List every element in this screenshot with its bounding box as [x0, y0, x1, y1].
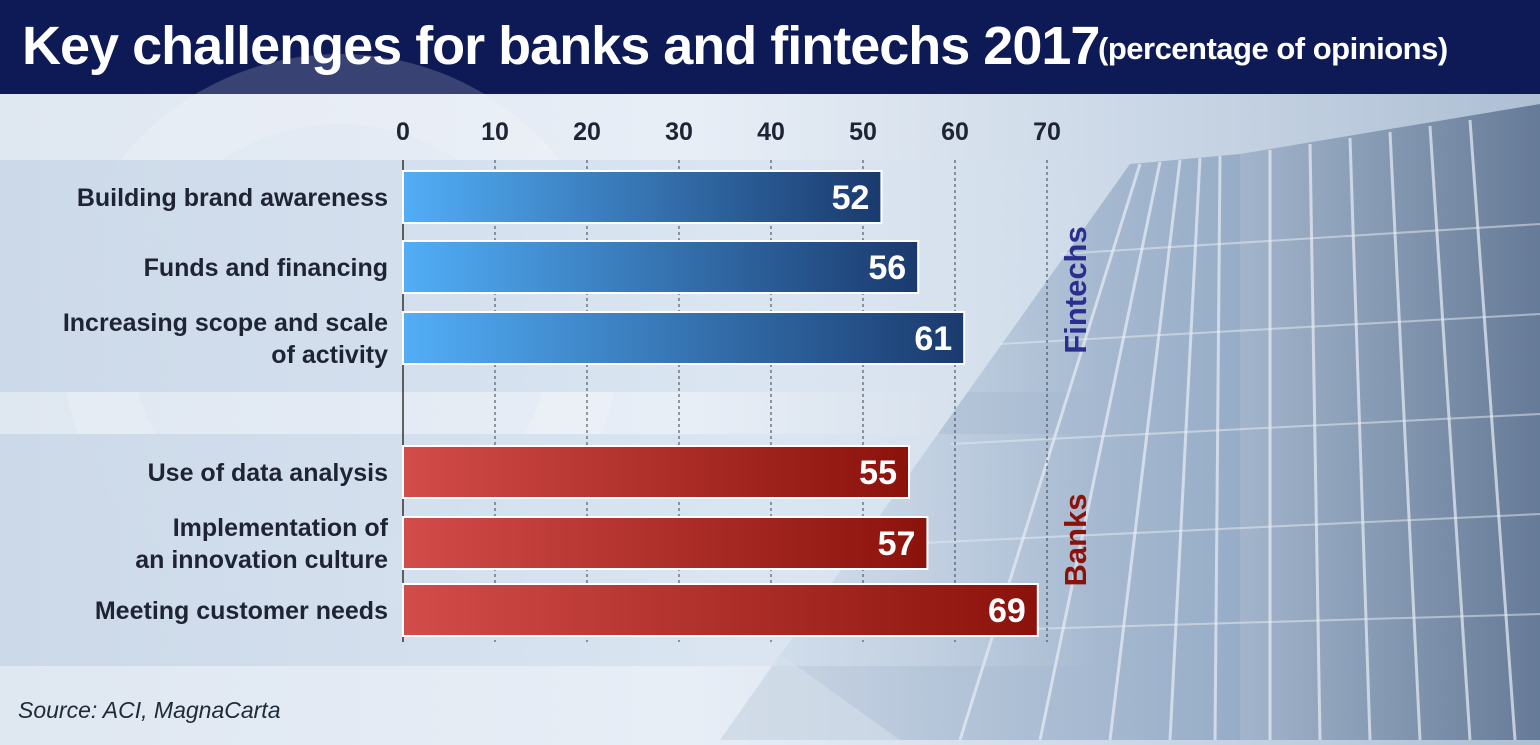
- bar-fintechs-1: [402, 170, 883, 224]
- x-axis-ticks: 0 10 20 30 40 50 60 70: [396, 118, 1061, 146]
- bar-value-label: 55: [859, 454, 897, 492]
- bar-value-label: 69: [988, 592, 1026, 630]
- source-note: Source: ACI, MagnaCarta: [18, 697, 281, 723]
- bar-fintechs-3: [402, 311, 966, 365]
- category-label: of activity: [271, 341, 388, 369]
- x-tick-label: 20: [573, 118, 601, 146]
- category-labels: Building brand awareness Funds and financ…: [63, 184, 389, 625]
- category-label: Implementation of: [173, 514, 389, 542]
- group-labels: Fintechs Banks: [1058, 226, 1093, 586]
- category-label: Building brand awareness: [77, 184, 388, 212]
- x-tick-label: 70: [1033, 118, 1061, 146]
- bar-banks-3: [402, 583, 1039, 637]
- bar-value-label: 56: [868, 249, 906, 287]
- chart-subtitle: (percentage of opinions): [1098, 31, 1448, 66]
- bar-banks-2: [402, 516, 929, 570]
- bar-value-label: 61: [914, 320, 952, 358]
- bar-value-label: 57: [878, 525, 916, 563]
- bar-value-label: 52: [832, 179, 870, 217]
- group-label-fintechs: Fintechs: [1058, 226, 1093, 353]
- category-label: Funds and financing: [144, 254, 388, 282]
- x-tick-label: 30: [665, 118, 693, 146]
- chart-title: Key challenges for banks and fintechs 20…: [22, 16, 1100, 76]
- x-tick-label: 0: [396, 118, 410, 146]
- bar-banks-1: [402, 445, 910, 499]
- x-tick-label: 10: [481, 118, 509, 146]
- x-tick-label: 40: [757, 118, 785, 146]
- category-label: Meeting customer needs: [95, 597, 388, 625]
- bar-fintechs-2: [402, 240, 920, 294]
- category-label: an innovation culture: [135, 546, 388, 574]
- x-tick-label: 50: [849, 118, 877, 146]
- x-tick-label: 60: [941, 118, 969, 146]
- group-label-banks: Banks: [1058, 493, 1093, 586]
- category-label: Increasing scope and scale: [63, 309, 388, 337]
- category-label: Use of data analysis: [148, 459, 388, 487]
